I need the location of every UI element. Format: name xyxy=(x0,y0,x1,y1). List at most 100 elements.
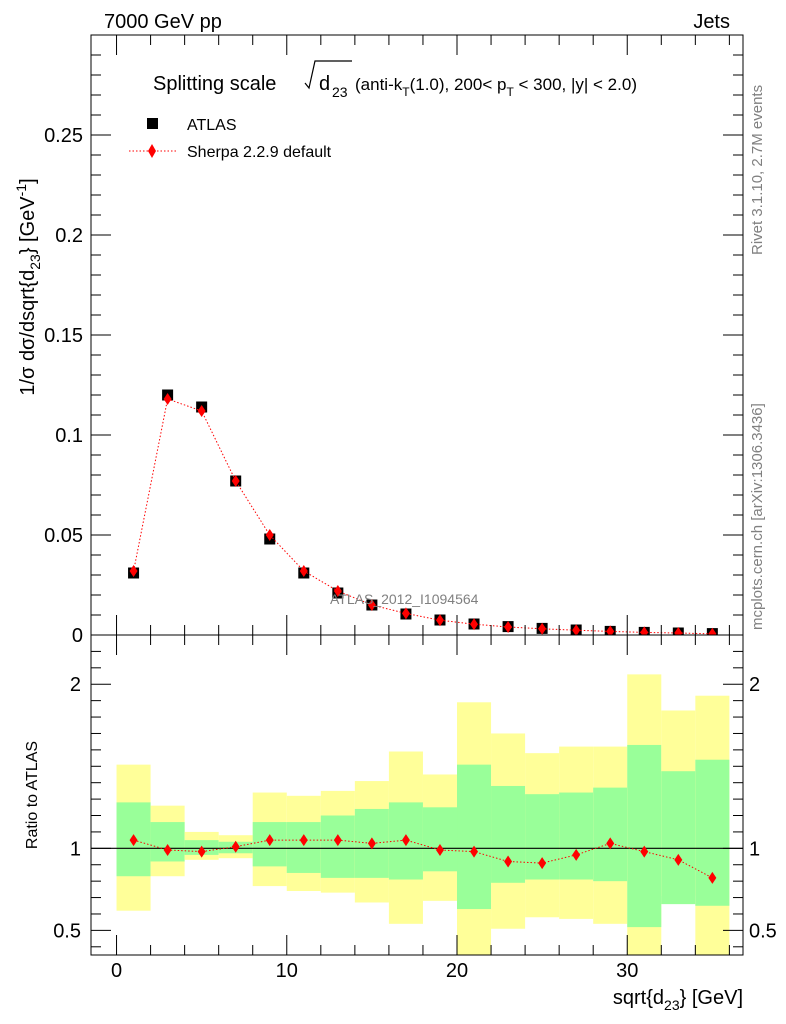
sherpa-point xyxy=(231,475,240,487)
legend: ATLAS Sherpa 2.2.9 default xyxy=(129,117,332,161)
ratio-xtick-label: 30 xyxy=(616,960,638,982)
main-y-label-b: } [GeV xyxy=(17,196,39,254)
main-ytick-label: 0.2 xyxy=(55,225,83,247)
title-cuts-b: (1.0), 200< p xyxy=(410,75,507,94)
ratio-sherpa-point xyxy=(640,845,649,858)
x-label-b: } [GeV] xyxy=(680,987,743,1009)
title-cuts-b-sub: T xyxy=(506,85,514,99)
band-inner xyxy=(457,764,492,910)
legend-sherpa-marker xyxy=(148,144,156,158)
main-ytick-label: 0.15 xyxy=(44,325,83,347)
sqrt-sign xyxy=(304,60,352,90)
ratio-sherpa-point xyxy=(435,843,444,856)
main-y-label-b-sup: -1 xyxy=(13,184,29,197)
sherpa-point xyxy=(265,529,274,541)
ratio-sherpa-point xyxy=(163,843,172,856)
sherpa-point xyxy=(708,627,717,635)
main-y-label-c: ] xyxy=(17,178,39,184)
header-left: 7000 GeV pp xyxy=(104,11,222,33)
ratio-ytick-label: 2 xyxy=(70,674,81,696)
title-cuts-a-sub: T xyxy=(402,85,410,99)
sherpa-point xyxy=(504,621,513,633)
ratio-sherpa-point xyxy=(572,848,581,861)
ratio-sherpa-point xyxy=(333,834,342,847)
main-panel: 0 0.05 0.1 0.15 0.2 0.25 Splitting scale d 23… xyxy=(13,34,744,647)
band-inner xyxy=(559,792,594,880)
legend-sherpa-label: Sherpa 2.2.9 default xyxy=(187,144,332,161)
ratio-ytick-label-right: 0.5 xyxy=(749,920,777,942)
ratio-ytick-label: 0.5 xyxy=(53,920,81,942)
ratio-sherpa-point xyxy=(538,857,547,870)
ratio-sherpa-point xyxy=(231,840,240,853)
sherpa-point xyxy=(674,627,683,635)
ratio-panel: 0.5 0.51 12 20 10 20 30 Ratio to ATLAS sqrt{d2… xyxy=(24,634,777,1013)
legend-atlas-label: ATLAS xyxy=(187,117,237,134)
main-ytick-label: 0.25 xyxy=(44,125,83,147)
analysis-watermark: ATLAS_2012_I1094564 xyxy=(330,591,479,607)
sherpa-point xyxy=(401,607,410,620)
plot-title: Splitting scale d 23 (anti-kT(1.0), 200<… xyxy=(153,60,637,100)
sherpa-point xyxy=(333,585,342,597)
ratio-ytick-label-right: 2 xyxy=(749,674,760,696)
sherpa-point xyxy=(367,599,376,611)
svg-text:(anti-kT(1.0), 200< pT < 300,: (anti-kT(1.0), 200< pT < 300, |y| < 2.0) xyxy=(355,75,637,99)
sherpa-point xyxy=(129,565,138,577)
ratio-sherpa-point xyxy=(265,834,274,847)
sherpa-point xyxy=(640,626,649,635)
ratio-sherpa-point xyxy=(367,837,376,850)
title-prefix: Splitting scale xyxy=(153,73,276,95)
main-ytick-label: 0.05 xyxy=(44,525,83,547)
band-inner xyxy=(422,807,458,872)
mcplots-label: mcplots.cern.ch [arXiv:1306.3436] xyxy=(749,403,766,630)
sherpa-point xyxy=(163,393,172,405)
band-inner xyxy=(661,771,696,905)
main-y-label-a: 1/σ dσ/dsqrt{d xyxy=(17,270,39,396)
sherpa-point xyxy=(299,565,308,577)
ratio-sherpa-point xyxy=(606,837,615,850)
main-y-label-a-sub: 23 xyxy=(27,254,43,270)
header-right: Jets xyxy=(693,11,730,33)
title-var: d xyxy=(319,73,330,95)
ratio-sherpa-line xyxy=(133,839,713,879)
ratio-sherpa-point xyxy=(504,855,513,868)
sherpa-point xyxy=(435,614,444,627)
sherpa-point xyxy=(572,624,581,635)
ratio-sherpa-point xyxy=(674,853,683,866)
band-inner xyxy=(593,787,628,882)
sherpa-line xyxy=(133,398,713,635)
x-label-a: sqrt{d xyxy=(613,987,664,1009)
sherpa-point xyxy=(606,625,615,635)
sherpa-point xyxy=(197,405,206,417)
ratio-sherpa-point xyxy=(197,845,206,858)
sherpa-point xyxy=(470,618,479,631)
main-ytick-label: 0 xyxy=(72,625,83,647)
ratio-sherpa-point xyxy=(299,834,308,847)
ratio-y-label: Ratio to ATLAS xyxy=(24,741,41,849)
title-var-sub: 23 xyxy=(332,84,348,100)
ratio-sherpa-point xyxy=(708,871,717,884)
ratio-xtick-label: 20 xyxy=(446,960,468,982)
ratio-sherpa-point xyxy=(401,834,410,847)
main-y-label: 1/σ dσ/dsqrt{d23} [GeV-1] xyxy=(13,178,43,395)
ratio-sherpa-point xyxy=(470,845,479,858)
main-ytick-label: 0.1 xyxy=(55,425,83,447)
title-cuts-a: (anti-k xyxy=(355,75,403,94)
band-inner xyxy=(491,785,526,883)
ratio-ytick-label: 1 xyxy=(70,838,81,860)
x-label-a-sub: 23 xyxy=(664,997,680,1013)
ratio-ytick-label-right: 1 xyxy=(749,838,760,860)
legend-atlas-marker xyxy=(147,118,158,129)
ratio-sherpa-point xyxy=(129,834,138,847)
band-inner xyxy=(320,815,355,878)
sherpa-point xyxy=(538,622,547,635)
svg-text:Splitting scale: Splitting scale xyxy=(153,73,276,95)
ratio-frame xyxy=(90,634,744,956)
ratio-xtick-label: 0 xyxy=(111,960,122,982)
ratio-xtick-label: 10 xyxy=(276,960,298,982)
band-inner xyxy=(627,744,662,928)
x-axis-label: sqrt{d23} [GeV] xyxy=(613,987,743,1013)
band-inner xyxy=(286,822,321,873)
rivet-label: Rivet 3.1.10, 2.7M events xyxy=(749,85,766,255)
title-cuts-c: < 300, |y| < 2.0) xyxy=(514,75,637,94)
